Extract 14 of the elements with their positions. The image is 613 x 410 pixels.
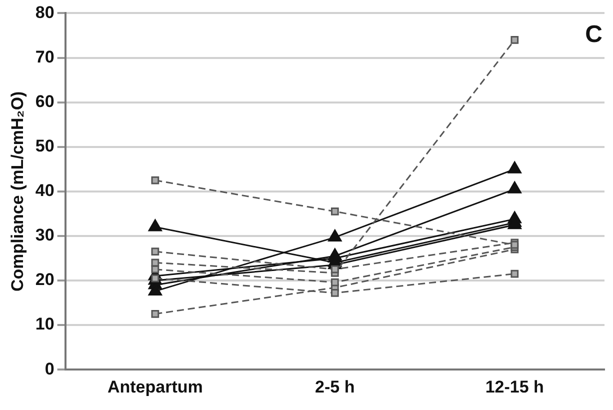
y-tick-label: 60 — [35, 92, 54, 111]
x-tick-label: 2-5 h — [315, 377, 355, 396]
y-tick-label: 0 — [44, 359, 54, 378]
x-tick-label: Antepartum — [107, 377, 203, 396]
y-tick-label: 10 — [35, 314, 54, 334]
y-tick-label: 30 — [35, 226, 54, 245]
y-tick-label: 40 — [35, 181, 54, 200]
y-tick-label: 70 — [35, 47, 54, 66]
y-tick-label: 80 — [35, 2, 54, 22]
y-tick-label: 50 — [35, 136, 54, 156]
y-tick-label: 20 — [35, 270, 54, 290]
y-axis-title: Compliance (mL/cmH₂O) — [8, 91, 27, 292]
annotation: C — [585, 20, 602, 48]
x-tick-label: 12-15 h — [485, 377, 544, 396]
